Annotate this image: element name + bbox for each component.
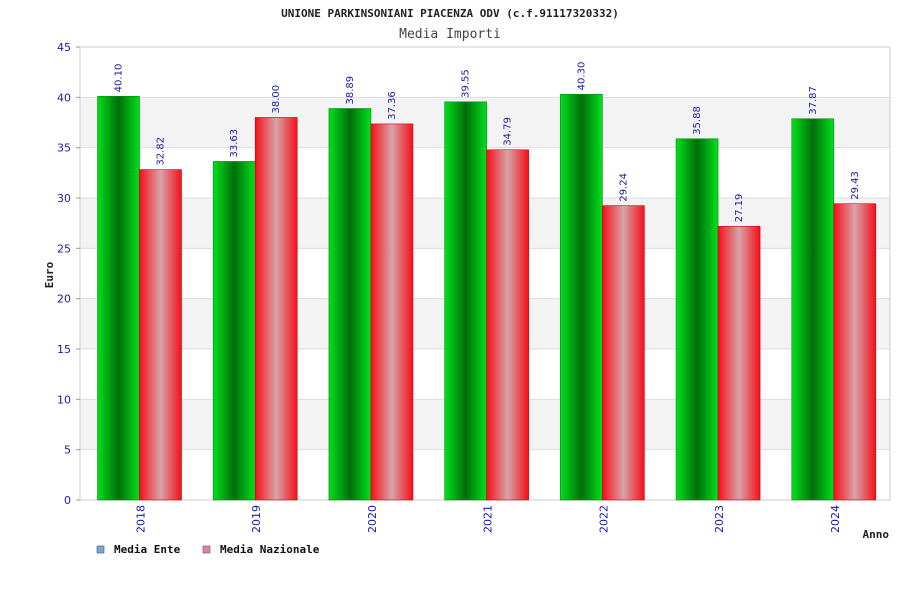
x-tick-label: 2021 <box>482 505 495 533</box>
bar-media-ente-2021 <box>444 101 487 501</box>
bar-media-ente-2020 <box>328 108 372 501</box>
bar-media-nazionale-2020 <box>370 123 414 501</box>
bar-media-ente-2019 <box>212 161 256 501</box>
x-tick-label: 2018 <box>135 505 148 533</box>
legend-item-media-ente: Media Ente <box>96 543 181 556</box>
y-tick-label: 10 <box>57 393 71 406</box>
y-tick-label: 30 <box>57 192 71 205</box>
y-tick-label: 5 <box>64 444 71 457</box>
y-tick-label: 0 <box>64 494 71 507</box>
bars <box>97 94 877 501</box>
x-axis-label: Anno <box>863 528 890 541</box>
bar-media-nazionale-2024 <box>833 203 877 501</box>
bar-media-ente-2022 <box>560 94 603 501</box>
bar-media-ente-2024 <box>791 118 835 501</box>
x-tick-label: 2019 <box>250 505 263 533</box>
value-labels: 40.10 32.82 33.63 38.00 38.89 37.36 39.55 34.79… <box>114 62 861 223</box>
value-label: 40.10 <box>114 64 125 93</box>
value-label: 33.63 <box>229 129 240 158</box>
x-tick-label: 2022 <box>597 505 610 533</box>
value-label: 34.79 <box>503 117 514 146</box>
bar-media-nazionale-2023 <box>717 225 761 501</box>
x-axis-ticks: 2018 2019 2020 2021 2022 2023 2024 <box>135 505 842 533</box>
bar-media-nazionale-2021 <box>486 149 529 501</box>
value-label: 32.82 <box>156 137 167 166</box>
chart-title: UNIONE PARKINSONIANI PIACENZA ODV (c.f.9… <box>281 7 619 20</box>
value-label: 27.19 <box>734 194 745 223</box>
x-tick-label: 2020 <box>366 505 379 533</box>
bar-media-ente-2018 <box>97 96 140 501</box>
value-label: 38.00 <box>271 85 282 114</box>
y-tick-label: 40 <box>57 91 71 104</box>
value-label: 38.89 <box>345 76 356 105</box>
legend-label-media-nazionale: Media Nazionale <box>220 543 320 556</box>
legend: Media Ente Media Nazionale <box>96 543 320 556</box>
y-axis-ticks: 0 5 10 15 20 25 30 35 40 45 <box>57 41 80 507</box>
value-label: 40.30 <box>576 62 587 91</box>
y-tick-label: 25 <box>57 242 71 255</box>
value-label: 39.55 <box>461 69 472 98</box>
bar-media-nazionale-2018 <box>139 169 182 501</box>
legend-swatch-media-nazionale <box>202 545 211 554</box>
value-label: 29.24 <box>618 173 629 202</box>
legend-item-media-nazionale: Media Nazionale <box>202 543 320 556</box>
y-tick-label: 35 <box>57 142 71 155</box>
y-tick-label: 45 <box>57 41 71 54</box>
chart-subtitle: Media Importi <box>399 27 501 42</box>
y-axis-label: Euro <box>43 261 56 288</box>
value-label: 37.36 <box>387 91 398 120</box>
bar-media-nazionale-2019 <box>254 117 298 501</box>
y-tick-label: 20 <box>57 293 71 306</box>
x-tick-label: 2024 <box>829 505 842 533</box>
bar-media-ente-2023 <box>675 138 719 501</box>
y-tick-label: 15 <box>57 343 71 356</box>
legend-label-media-ente: Media Ente <box>114 543 181 556</box>
value-label: 37.87 <box>808 86 819 115</box>
value-label: 29.43 <box>850 171 861 200</box>
bar-media-nazionale-2022 <box>602 205 645 501</box>
legend-swatch-media-ente <box>96 545 105 554</box>
value-label: 35.88 <box>692 106 703 135</box>
x-tick-label: 2023 <box>713 505 726 533</box>
